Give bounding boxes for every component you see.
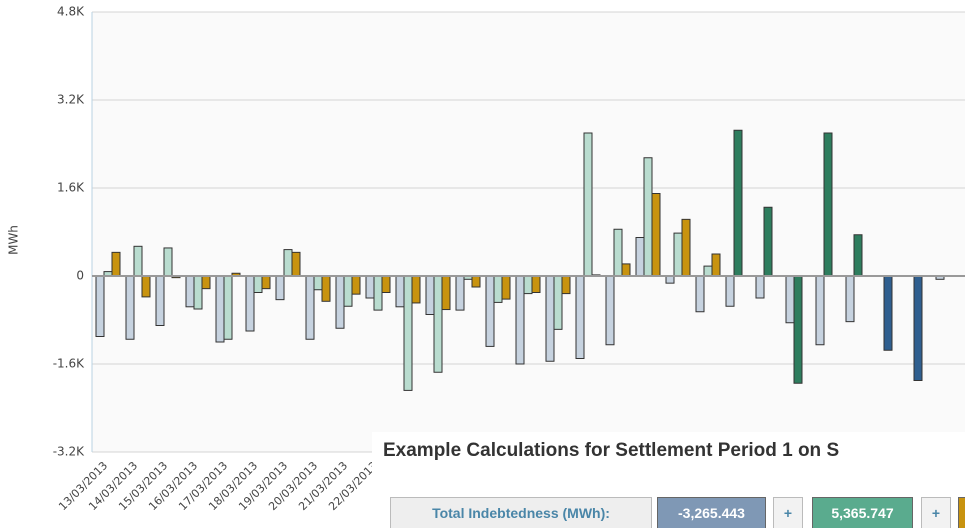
bar	[133, 245, 143, 277]
bar	[163, 247, 173, 277]
plot-background	[92, 12, 965, 452]
bar	[523, 275, 533, 295]
bar	[305, 275, 315, 340]
bar	[725, 275, 735, 307]
bar	[913, 275, 923, 381]
bar	[155, 275, 165, 326]
bar	[321, 275, 331, 302]
bar	[793, 275, 803, 384]
bar	[395, 275, 405, 308]
bar	[845, 275, 855, 323]
bar	[763, 206, 773, 277]
bar	[665, 275, 675, 284]
bar	[583, 132, 593, 277]
bar	[365, 275, 375, 299]
bar	[253, 275, 263, 293]
operator: +	[921, 497, 951, 528]
indebtedness-label: Total Indebtedness (MWh):	[390, 497, 652, 528]
bar	[651, 193, 661, 277]
bar	[883, 275, 893, 351]
bar	[485, 275, 495, 347]
y-tick-label: 3.2K	[57, 93, 85, 107]
bar	[823, 132, 833, 277]
bar	[545, 275, 555, 362]
bar	[373, 275, 383, 311]
bar	[711, 253, 721, 277]
bar	[381, 275, 391, 293]
bar	[853, 234, 863, 277]
y-tick-label: 1.6K	[57, 181, 85, 195]
bar	[343, 275, 353, 307]
calculation-panel: Example Calculations for Settlement Peri…	[372, 432, 965, 528]
bar	[141, 275, 151, 298]
bar	[785, 275, 795, 324]
bar	[493, 275, 503, 303]
bar	[433, 275, 443, 373]
bar	[815, 275, 825, 346]
bar	[455, 275, 465, 311]
bar	[681, 218, 691, 277]
bar	[561, 275, 571, 295]
bar	[643, 157, 653, 277]
bar	[291, 251, 301, 277]
bar	[283, 249, 293, 277]
bar	[275, 275, 285, 301]
bar	[733, 129, 743, 277]
bar	[403, 275, 413, 391]
bar	[95, 275, 105, 337]
bar	[215, 275, 225, 343]
bar	[553, 275, 563, 330]
value-box: -3,265.443	[657, 497, 766, 528]
bar	[471, 275, 481, 288]
bar	[223, 275, 233, 340]
bar	[441, 275, 451, 311]
bar	[261, 275, 271, 290]
bar	[673, 232, 683, 277]
bar	[193, 275, 203, 310]
bar	[531, 275, 541, 293]
y-tick-label: 4.8K	[57, 5, 85, 19]
operator: +	[773, 497, 803, 528]
bar	[613, 228, 623, 277]
bar	[703, 265, 713, 277]
bar	[425, 275, 435, 315]
bar	[411, 275, 421, 304]
y-tick-label: -3.2K	[53, 445, 85, 459]
y-axis-label: MWh	[7, 225, 21, 255]
y-tick-label: 0	[76, 269, 84, 283]
value-box	[958, 497, 965, 528]
bar	[245, 275, 255, 332]
bar	[313, 275, 323, 291]
bar	[351, 275, 361, 295]
value-box: 5,365.747	[812, 497, 913, 528]
bar	[335, 275, 345, 329]
bar	[125, 275, 135, 340]
bar	[111, 251, 121, 277]
bar	[515, 275, 525, 365]
bar	[185, 275, 195, 308]
bar	[501, 275, 511, 300]
bar	[695, 275, 705, 313]
bar	[605, 275, 615, 346]
bar	[755, 275, 765, 299]
y-tick-label: -1.6K	[53, 357, 85, 371]
panel-title: Example Calculations for Settlement Peri…	[383, 440, 840, 461]
bar	[635, 237, 645, 277]
bar	[621, 263, 631, 277]
bar	[201, 275, 211, 290]
bar	[575, 275, 585, 359]
